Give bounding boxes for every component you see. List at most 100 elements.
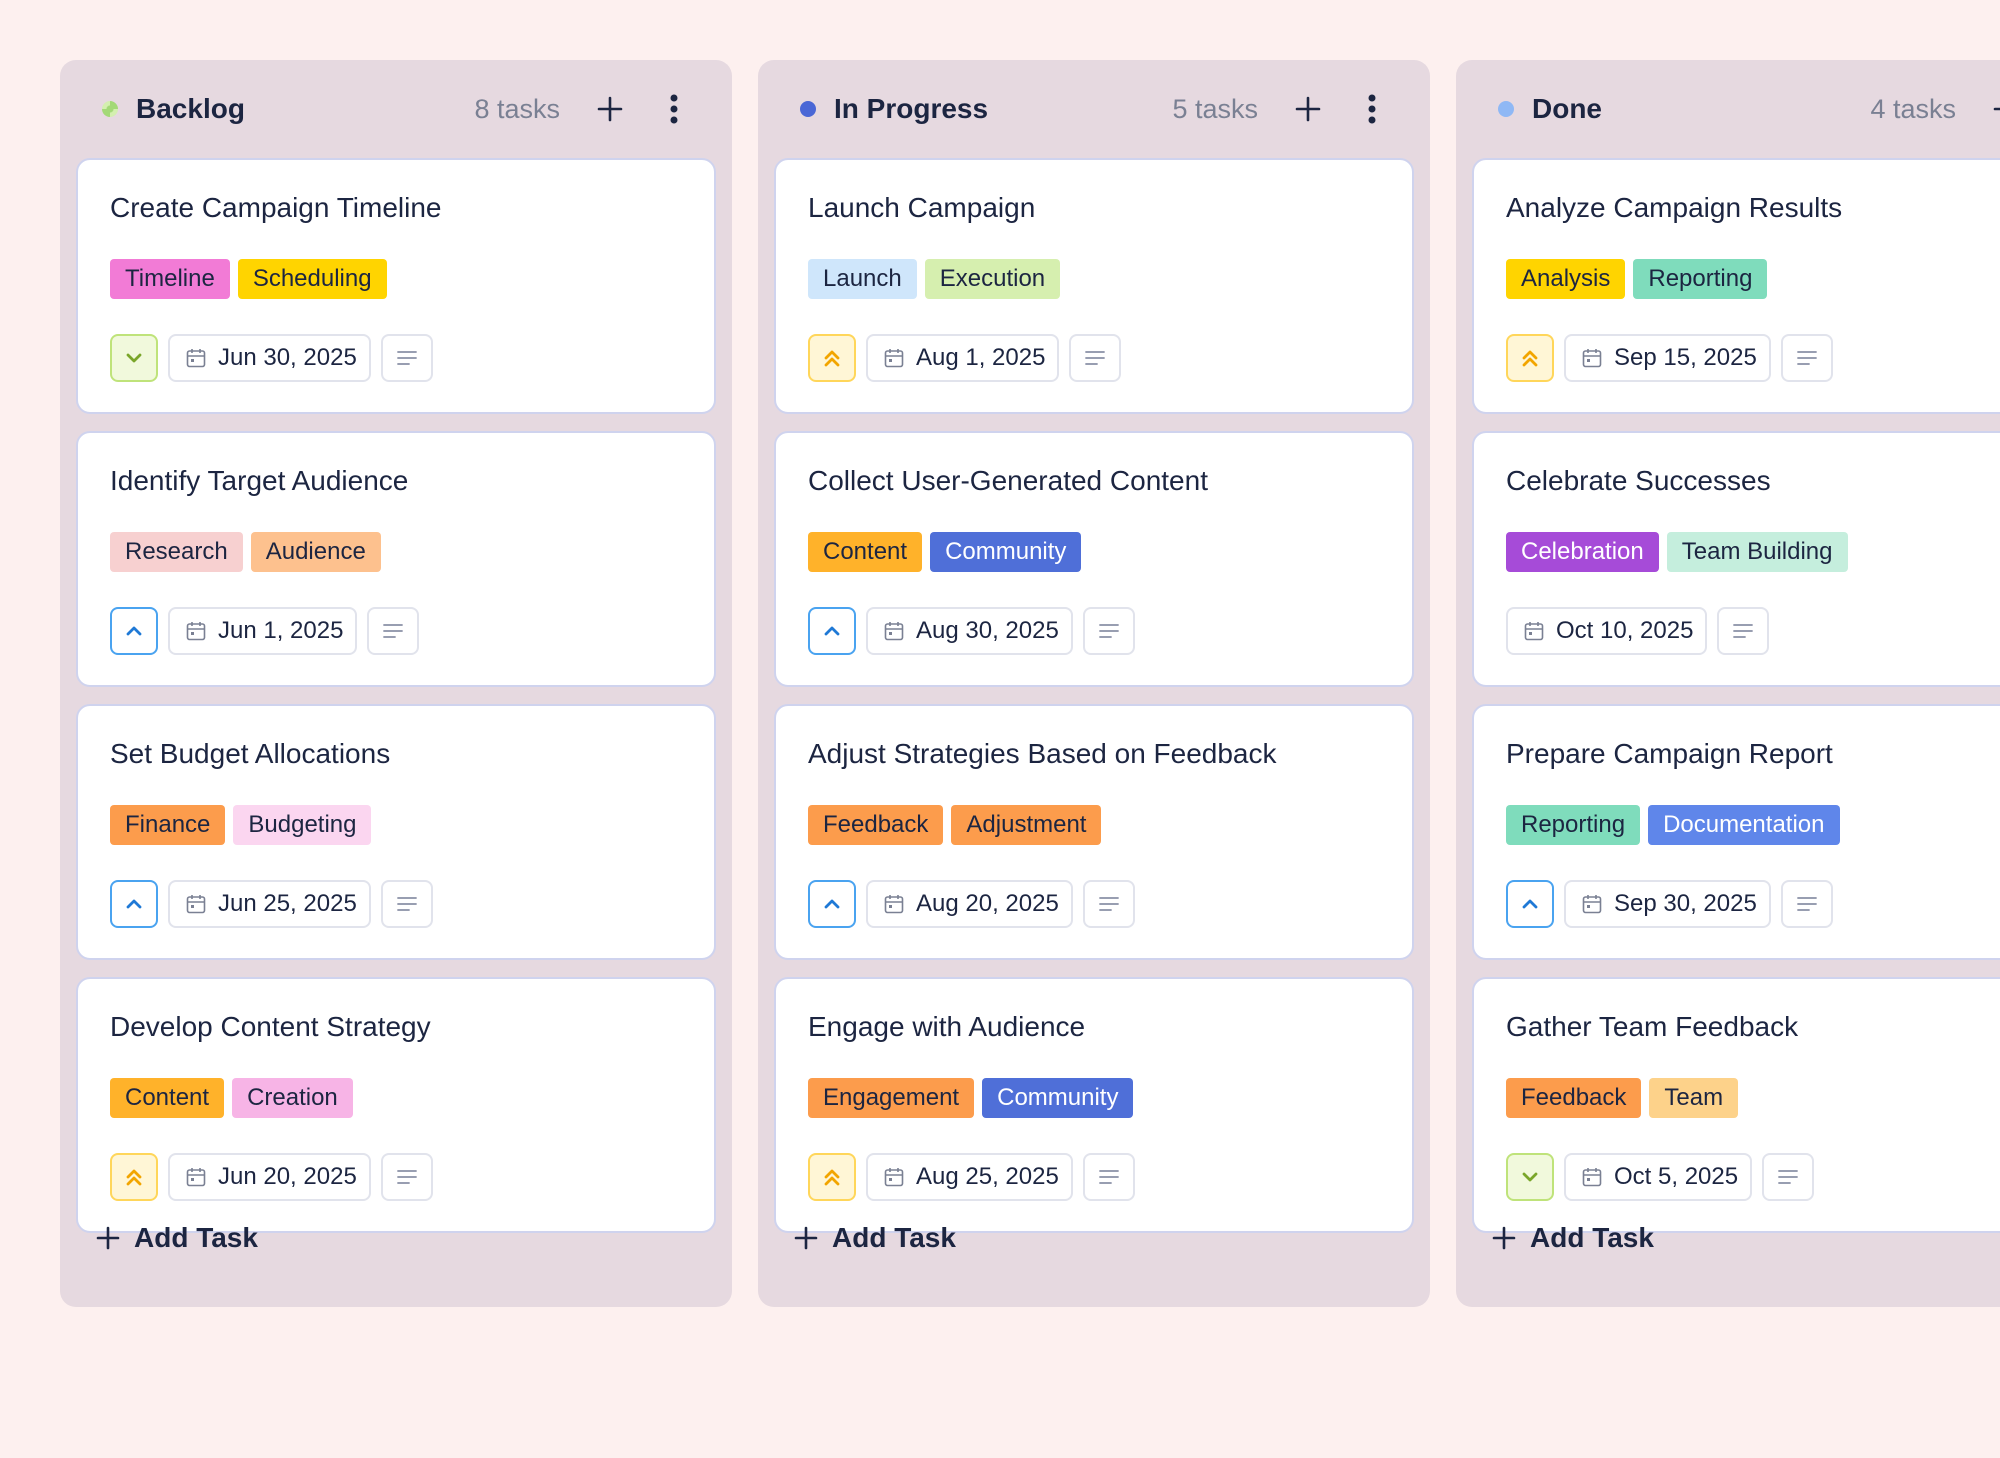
tag: Execution — [924, 259, 1061, 299]
due-date: Aug 1, 2025 — [916, 344, 1046, 371]
notes-button[interactable] — [1762, 1153, 1815, 1201]
priority-high-button[interactable] — [1506, 334, 1554, 382]
due-date: Aug 25, 2025 — [916, 1163, 1059, 1190]
task-card[interactable]: Launch Campaign Launch Execution Aug 1, 202… — [774, 158, 1414, 414]
add-card-button[interactable] — [1984, 87, 2000, 131]
priority-high-button[interactable] — [808, 1153, 856, 1201]
task-title: Adjust Strategies Based on Feedback — [808, 738, 1277, 769]
task-card[interactable]: Analyze Campaign Results Analysis Reportin… — [1472, 158, 2000, 414]
notes-button[interactable] — [380, 880, 433, 928]
calendar-icon — [1582, 349, 1602, 368]
due-date-chip[interactable]: Jun 20, 2025 — [168, 1153, 371, 1201]
calendar-icon — [884, 1168, 904, 1187]
task-card[interactable]: Identify Target Audience Research Audience… — [76, 431, 716, 687]
due-date-chip[interactable]: Aug 1, 2025 — [866, 334, 1060, 382]
description-icon — [1098, 624, 1119, 638]
due-date-chip[interactable]: Jun 1, 2025 — [168, 607, 358, 655]
task-title: Set Budget Allocations — [110, 738, 391, 769]
calendar-icon — [884, 349, 904, 368]
add-card-button[interactable] — [1286, 87, 1330, 131]
task-card[interactable]: Create Campaign Timeline Timeline Scheduli… — [76, 158, 716, 414]
notes-button[interactable] — [1082, 607, 1135, 655]
plus-icon — [96, 1226, 120, 1250]
card-footer: Oct 5, 2025 — [1506, 1153, 1815, 1201]
tag: Audience — [250, 532, 381, 572]
due-date-chip[interactable]: Aug 30, 2025 — [866, 607, 1073, 655]
priority-low-button[interactable] — [1506, 1153, 1554, 1201]
task-title: Collect User-Generated Content — [808, 465, 1208, 496]
notes-button[interactable] — [1069, 334, 1122, 382]
notes-button[interactable] — [1082, 880, 1135, 928]
task-card[interactable]: Celebrate Successes Celebration Team Build… — [1472, 431, 2000, 687]
column-menu-button[interactable] — [1350, 87, 1394, 131]
notes-button[interactable] — [1780, 880, 1833, 928]
due-date-chip[interactable]: Aug 25, 2025 — [866, 1153, 1073, 1201]
plus-icon — [1492, 1226, 1516, 1250]
status-dot — [1498, 101, 1514, 117]
task-card[interactable]: Prepare Campaign Report Reporting Document… — [1472, 704, 2000, 960]
task-card[interactable]: Develop Content Strategy Content Creation J… — [76, 977, 716, 1233]
add-task-button[interactable]: Add Task — [96, 1216, 258, 1260]
priority-medium-button[interactable] — [110, 607, 158, 655]
priority-high-button[interactable] — [808, 334, 856, 382]
plus-icon — [1295, 96, 1321, 122]
add-card-button[interactable] — [588, 87, 632, 131]
description-icon — [383, 624, 404, 638]
tag: Community — [930, 532, 1082, 572]
task-card[interactable]: Gather Team Feedback Feedback Team Oct 5, 2… — [1472, 977, 2000, 1233]
chevron-up-icon — [824, 899, 840, 909]
due-date-chip[interactable]: Jun 30, 2025 — [168, 334, 371, 382]
due-date-chip[interactable]: Aug 20, 2025 — [866, 880, 1073, 928]
tag: Community — [982, 1078, 1134, 1118]
notes-button[interactable] — [1082, 1153, 1135, 1201]
due-date-chip[interactable]: Jun 25, 2025 — [168, 880, 371, 928]
status-dot — [800, 101, 816, 117]
column-menu-button[interactable] — [652, 87, 696, 131]
due-date-chip[interactable]: Sep 15, 2025 — [1564, 334, 1771, 382]
due-date-chip[interactable]: Oct 10, 2025 — [1506, 607, 1708, 655]
column-title: Done — [1532, 93, 1602, 124]
priority-medium-button[interactable] — [110, 880, 158, 928]
due-date-chip[interactable]: Oct 5, 2025 — [1564, 1153, 1753, 1201]
tag: Team Building — [1666, 532, 1848, 572]
tag: Engagement — [808, 1078, 975, 1118]
task-title: Analyze Campaign Results — [1506, 192, 1843, 223]
card-footer: Jun 30, 2025 — [110, 334, 433, 382]
status-dot — [102, 101, 118, 117]
card-footer: Aug 30, 2025 — [808, 607, 1135, 655]
due-date-chip[interactable]: Sep 30, 2025 — [1564, 880, 1771, 928]
priority-low-button[interactable] — [110, 334, 158, 382]
tag-list: Timeline Scheduling — [110, 259, 387, 299]
description-icon — [1098, 1170, 1119, 1184]
notes-button[interactable] — [1780, 334, 1833, 382]
calendar-icon — [1582, 1168, 1602, 1187]
tag: Analysis — [1506, 259, 1626, 299]
description-icon — [1733, 624, 1754, 638]
add-task-button[interactable]: Add Task — [794, 1216, 956, 1260]
tag: Documentation — [1648, 805, 1840, 845]
tag: Timeline — [110, 259, 230, 299]
notes-button[interactable] — [1717, 607, 1770, 655]
notes-button[interactable] — [367, 607, 420, 655]
task-card[interactable]: Set Budget Allocations Finance Budgeting Ju… — [76, 704, 716, 960]
task-title: Engage with Audience — [808, 1011, 1086, 1042]
notes-button[interactable] — [380, 334, 433, 382]
tag: Celebration — [1506, 532, 1659, 572]
priority-medium-button[interactable] — [808, 607, 856, 655]
plus-icon — [794, 1226, 818, 1250]
task-card[interactable]: Adjust Strategies Based on Feedback Feedb… — [774, 704, 1414, 960]
priority-medium-button[interactable] — [808, 880, 856, 928]
double-chevron-up-icon — [126, 1169, 142, 1186]
task-count: 4 tasks — [1870, 93, 1956, 124]
task-card[interactable]: Collect User-Generated Content Content Com… — [774, 431, 1414, 687]
notes-button[interactable] — [380, 1153, 433, 1201]
tag: Scheduling — [237, 259, 387, 299]
add-task-button[interactable]: Add Task — [1492, 1216, 1654, 1260]
task-card[interactable]: Engage with Audience Engagement Community A… — [774, 977, 1414, 1233]
calendar-icon — [186, 622, 206, 641]
priority-medium-button[interactable] — [1506, 880, 1554, 928]
due-date: Aug 30, 2025 — [916, 617, 1059, 644]
priority-high-button[interactable] — [110, 1153, 158, 1201]
double-chevron-up-icon — [824, 350, 840, 367]
tag-list: Reporting Documentation — [1506, 805, 1840, 845]
